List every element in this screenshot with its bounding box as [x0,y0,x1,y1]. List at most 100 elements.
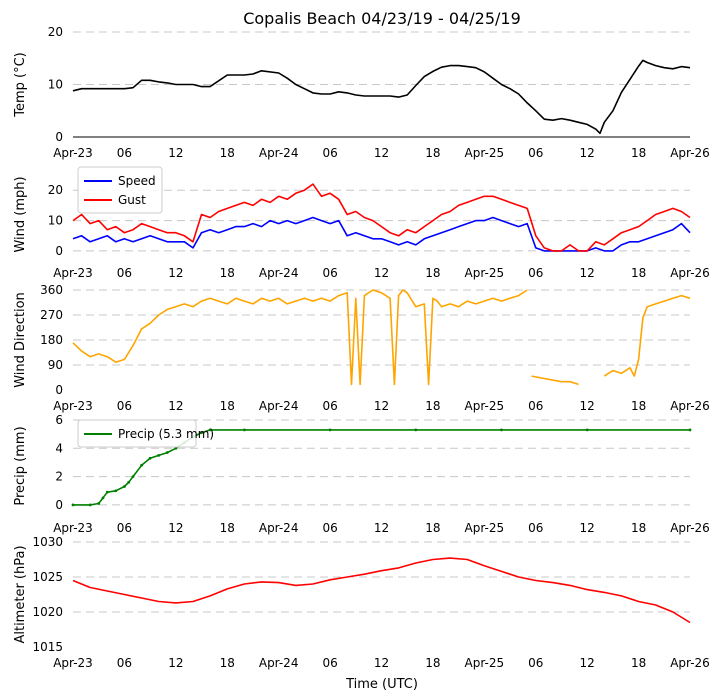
x-tick-label: 18 [631,266,646,280]
y-tick-label: 2 [55,470,63,484]
x-tick-label: 06 [322,266,337,280]
data-point [328,428,332,432]
x-tick-label: Apr-24 [259,266,299,280]
chart-title: Copalis Beach 04/23/19 - 04/25/19 [243,9,521,28]
x-tick-label: Apr-26 [670,266,710,280]
x-tick-label: 18 [425,146,440,160]
data-point [101,496,105,500]
data-point [585,428,589,432]
x-tick-label: Apr-24 [259,146,299,160]
y-tick-label: 270 [40,308,63,322]
x-tick-label: 12 [580,399,595,413]
x-tick-label: 18 [220,266,235,280]
x-tick-label: 18 [425,521,440,535]
x-tick-label: 06 [322,521,337,535]
x-tick-label: Apr-24 [259,399,299,413]
x-tick-label: 06 [528,266,543,280]
legend-label: Precip (5.3 mm) [118,427,214,441]
x-tick-label: 06 [528,656,543,670]
x-tick-label: 18 [425,266,440,280]
y-axis-label: Wind (mph) [13,176,28,252]
data-point [71,503,75,507]
x-tick-label: 06 [322,656,337,670]
y-tick-label: 1020 [32,605,63,619]
data-point [123,485,126,488]
data-point [131,475,135,479]
legend-box [77,166,163,214]
legend-label: Gust [118,193,146,207]
x-tick-label: 12 [374,521,389,535]
series-line-wdir-2 [531,375,579,386]
x-tick-label: 18 [220,146,235,160]
x-tick-label: 06 [528,146,543,160]
y-tick-label: 0 [55,130,63,144]
data-point [105,490,109,494]
x-tick-label: Apr-24 [259,521,299,535]
data-point [114,489,118,493]
x-tick-label: 18 [425,399,440,413]
y-axis-label: Temp (°C) [13,52,28,118]
x-tick-label: 12 [168,656,183,670]
x-tick-label: 12 [374,656,389,670]
panel-precip: 0 2 4 6 Apr-23 06 12 18 Apr-24 06 12 18 Apr-25 06 12 18… [13,413,710,535]
x-tick-label: Apr-23 [53,146,93,160]
x-tick-label: 18 [220,521,235,535]
x-tick-label: 18 [631,656,646,670]
x-tick-label: Apr-26 [670,521,710,535]
data-point [414,428,418,432]
x-tick-label: 12 [374,146,389,160]
x-tick-label: 18 [220,399,235,413]
x-tick-label: Apr-25 [465,521,505,535]
x-tick-label: 06 [322,146,337,160]
x-tick-label: Apr-25 [465,656,505,670]
legend-label: Speed [118,174,156,188]
data-point [500,428,503,432]
x-tick-label: Apr-26 [670,399,710,413]
x-tick-label: 06 [117,521,132,535]
x-tick-label: Apr-23 [53,656,93,670]
y-tick-label: 20 [48,25,63,39]
data-point [688,428,692,432]
series-line-wind-1 [72,183,691,252]
x-tick-label: Apr-23 [53,399,93,413]
x-tick-label: 06 [117,399,132,413]
x-tick-label: 06 [322,399,337,413]
series-line-temp-0 [72,59,691,135]
x-tick-label: 12 [168,521,183,535]
x-tick-label: 18 [220,656,235,670]
x-tick-label: 12 [580,656,595,670]
x-tick-label: Apr-25 [465,146,505,160]
y-axis-label: Wind Direction [13,292,28,388]
y-tick-label: 360 [40,283,63,297]
x-tick-label: 18 [631,146,646,160]
x-tick-label: 12 [580,521,595,535]
x-tick-label: 18 [631,521,646,535]
y-tick-label: 20 [48,183,63,197]
y-tick-label: 90 [48,358,63,372]
x-tick-label: Apr-24 [259,656,299,670]
data-point [165,451,169,454]
panel-altim: 1015 1020 1025 1030 Apr-23 06 12 18 Apr-24 06 12 18… [13,535,710,670]
x-tick-label: Apr-23 [53,521,93,535]
x-tick-label: 12 [168,146,183,160]
data-point [140,463,143,467]
x-tick-label: Apr-25 [465,399,505,413]
series-line-wdir-0 [72,289,528,386]
y-tick-label: 0 [55,383,63,397]
data-point [242,428,246,432]
data-point [208,428,212,432]
y-tick-label: 0 [55,498,63,512]
y-tick-label: 6 [55,413,63,427]
series-line-altim-0 [72,557,691,624]
x-tick-label: 06 [117,146,132,160]
y-tick-label: 10 [48,214,63,228]
data-point [127,480,131,484]
y-axis-label: Altimeter (hPa) [13,545,28,643]
legend-box [77,419,197,448]
x-tick-label: 12 [580,266,595,280]
series-line-wind-0 [72,216,691,252]
data-point [97,502,101,505]
data-point [157,453,161,457]
y-tick-label: 4 [55,441,63,455]
